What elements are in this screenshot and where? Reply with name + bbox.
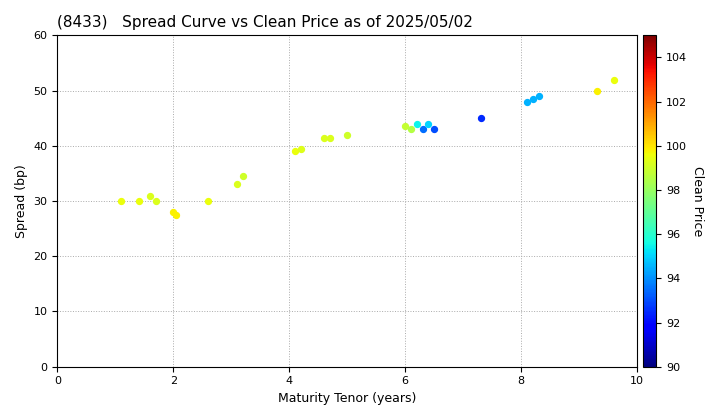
Text: (8433)   Spread Curve vs Clean Price as of 2025/05/02: (8433) Spread Curve vs Clean Price as of… [58,15,473,30]
Point [324,134,336,141]
Point [533,93,544,100]
Point [411,121,423,127]
Y-axis label: Clean Price: Clean Price [691,166,704,236]
Point [417,126,428,133]
Y-axis label: Spread (bp): Spread (bp) [15,164,28,238]
Point [295,145,307,152]
Point [423,121,434,127]
Point [115,198,127,205]
Point [527,95,539,102]
Point [521,98,533,105]
Point [405,126,417,133]
Point [145,192,156,199]
Point [132,198,144,205]
Point [289,148,301,155]
Point [475,115,487,121]
Point [202,198,214,205]
Point [150,198,162,205]
Point [341,131,353,138]
Point [608,76,620,83]
X-axis label: Maturity Tenor (years): Maturity Tenor (years) [278,392,416,405]
Point [400,123,411,130]
Point [168,209,179,215]
Point [231,181,243,188]
Point [171,212,182,218]
Point [237,173,248,179]
Point [428,126,440,133]
Point [318,134,330,141]
Point [591,87,603,94]
